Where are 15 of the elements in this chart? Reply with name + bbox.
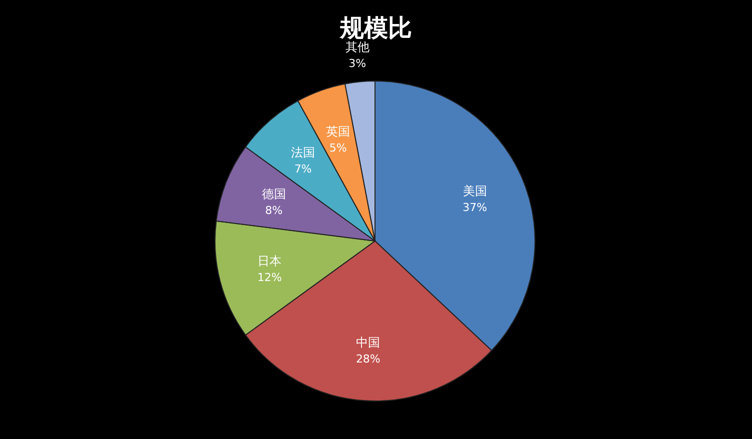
slice-label: 日本	[258, 254, 282, 268]
data-label: 3%	[348, 56, 366, 70]
slice-label: 英国	[326, 124, 350, 139]
slice-label: 中国	[356, 336, 380, 350]
slice-label: 其他	[345, 40, 370, 54]
data-label: 8%	[265, 204, 283, 217]
slice-label: 美国	[462, 184, 487, 198]
data-label: 5%	[329, 142, 347, 155]
data-label: 7%	[294, 162, 312, 176]
data-label: 28%	[356, 352, 380, 366]
data-label: 12%	[257, 271, 282, 284]
data-label: 37%	[462, 200, 488, 214]
chart-title: 规模比	[339, 14, 412, 42]
slice-label: 德国	[262, 186, 286, 201]
slice-label: 法国	[291, 145, 316, 160]
